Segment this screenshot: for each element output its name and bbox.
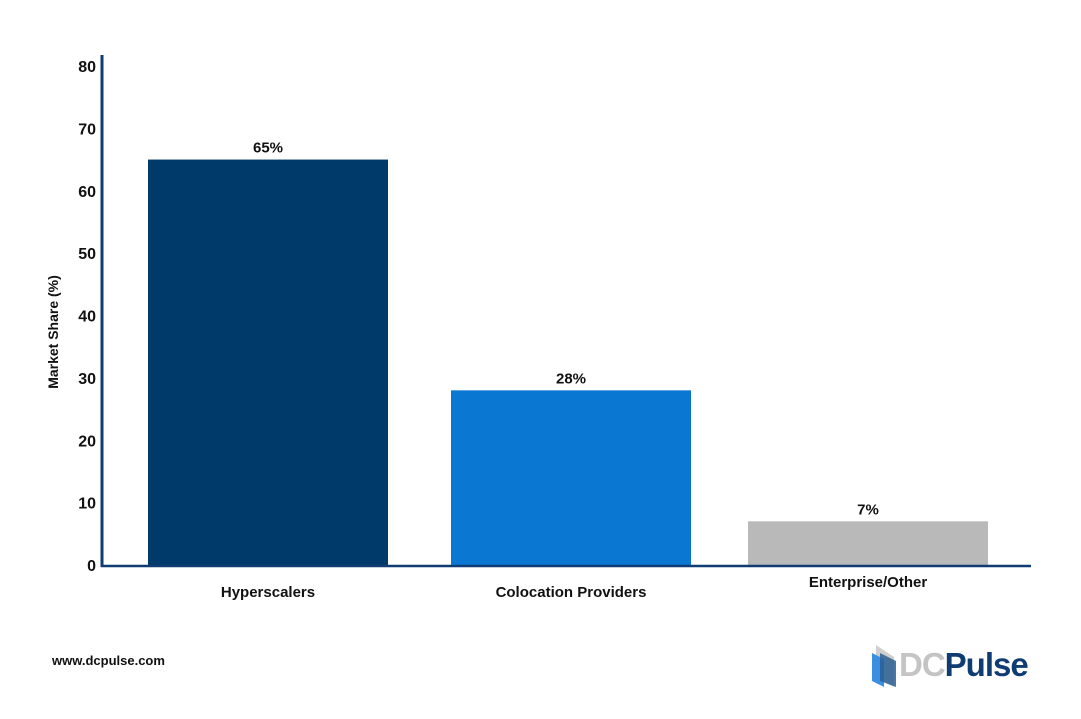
y-axis-label: Market Share (%) (45, 275, 61, 389)
x-tick-label: Hyperscalers (221, 584, 315, 601)
y-tick-label: 0 (87, 558, 96, 575)
data-label: 65% (253, 140, 283, 157)
website-url[interactable]: www.dcpulse.com (52, 653, 165, 668)
logo-text-pulse: Pulse (944, 646, 1029, 683)
dcpulse-logo: DCPulse (872, 643, 1032, 689)
y-tick-label: 60 (78, 184, 96, 201)
bar (148, 159, 388, 565)
y-tick-label: 70 (78, 121, 96, 138)
data-label: 28% (556, 370, 586, 387)
y-tick-label: 50 (78, 246, 96, 263)
y-tick-label: 30 (78, 371, 96, 388)
y-tick-label: 20 (78, 433, 96, 450)
bar (451, 390, 691, 565)
data-label: 7% (857, 501, 879, 518)
logo-mark-icon (872, 645, 896, 687)
y-tick-label: 40 (78, 309, 96, 326)
bar (748, 521, 988, 565)
y-tick-label: 10 (78, 496, 96, 513)
x-tick-label: Enterprise/Other (809, 574, 928, 591)
y-tick-label: 80 (78, 59, 96, 76)
logo-text-dc: DC (899, 646, 946, 683)
x-tick-label: Colocation Providers (496, 584, 647, 601)
